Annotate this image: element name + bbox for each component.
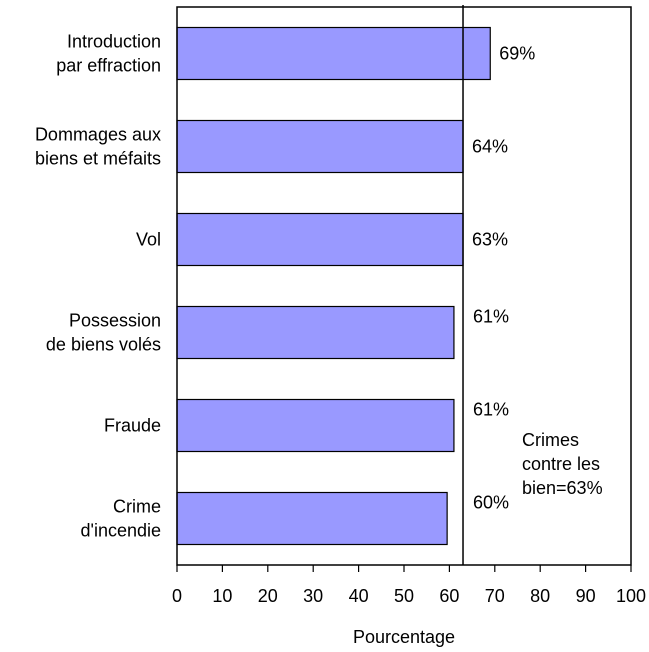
reference-line-label: Crimes contre les bien=63% xyxy=(522,430,603,498)
data-label: 60% xyxy=(473,493,509,513)
data-label: 64% xyxy=(472,137,508,157)
category-label: Possession de biens volés xyxy=(46,311,161,355)
data-label: 61% xyxy=(473,307,509,327)
x-axis: 0 10 20 30 40 50 60 70 80 90 100 xyxy=(172,6,646,606)
reference-line-group: Crimes contre les bien=63% xyxy=(462,5,603,565)
category-label: Dommages aux biens et méfaits xyxy=(35,125,161,169)
category-label: Crime d'incendie xyxy=(81,497,162,541)
bar xyxy=(176,398,455,453)
x-axis-title: Pourcentage xyxy=(353,627,455,647)
x-tick-label: 10 xyxy=(212,586,232,606)
x-tick-label: 30 xyxy=(303,586,323,606)
bar xyxy=(176,26,491,81)
bar xyxy=(176,119,464,174)
x-tick-label: 60 xyxy=(439,586,459,606)
x-tick-label: 80 xyxy=(530,586,550,606)
x-tick-label: 90 xyxy=(576,586,596,606)
bar xyxy=(176,491,448,546)
category-label: Fraude xyxy=(104,416,161,436)
x-tick-label: 40 xyxy=(349,586,369,606)
bar xyxy=(176,305,455,360)
x-tick-label: 70 xyxy=(485,586,505,606)
data-label: 61% xyxy=(473,400,509,420)
category-label: Vol xyxy=(136,230,161,250)
bars xyxy=(176,26,491,546)
x-tick-label: 50 xyxy=(394,586,414,606)
bar xyxy=(176,212,464,267)
x-tick-label: 100 xyxy=(616,586,646,606)
data-label: 69% xyxy=(499,44,535,64)
data-label: 63% xyxy=(472,230,508,250)
category-labels: Introduction par effraction Dommages aux bi… xyxy=(35,32,161,541)
x-tick-label: 20 xyxy=(258,586,278,606)
x-tick-label: 0 xyxy=(172,586,182,606)
data-labels: 69% 64% 63% 61% 61% 60% xyxy=(472,44,535,513)
category-label: Introduction par effraction xyxy=(56,32,161,76)
